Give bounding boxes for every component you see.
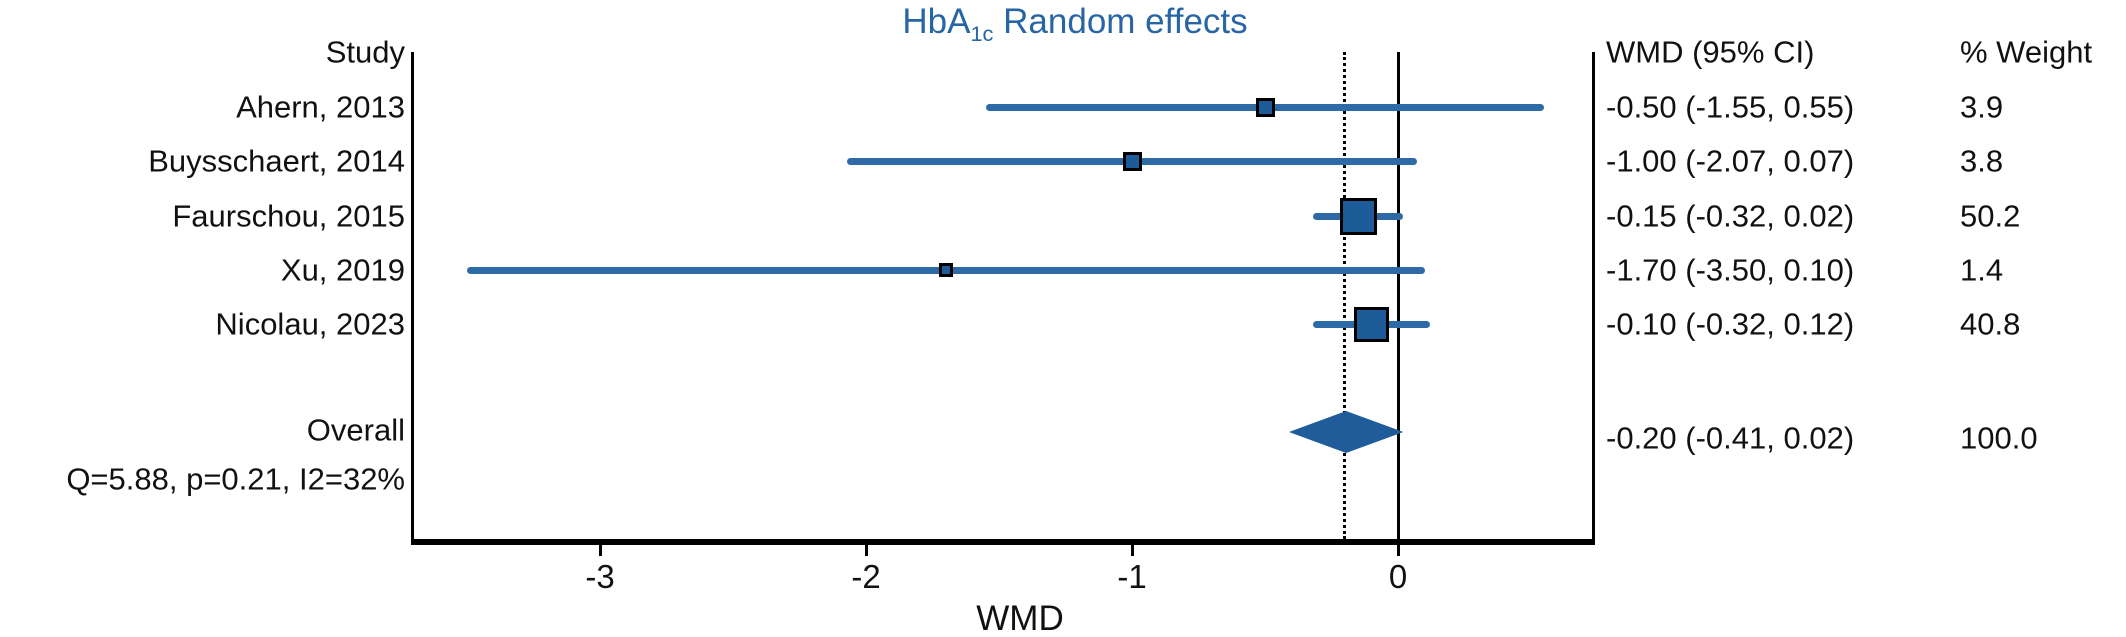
wmd-ci-column-header: WMD (95% CI)	[1606, 34, 1815, 70]
weight-column-header: % Weight	[1960, 34, 2093, 70]
study-label: Buysschaert, 2014	[148, 143, 405, 179]
x-axis-line	[411, 539, 1595, 545]
chart-title-suffix: Random effects	[1003, 2, 1248, 41]
study-wmd-ci-value: -0.10 (-0.32, 0.12)	[1606, 306, 1855, 342]
x-tick-label: -1	[1117, 558, 1147, 595]
study-weight-value: 40.8	[1960, 306, 2021, 342]
study-weight-value: 50.2	[1960, 198, 2021, 234]
study-label: Xu, 2019	[280, 252, 405, 288]
study-label: Nicolau, 2023	[215, 306, 405, 342]
study-wmd-ci-value: -1.70 (-3.50, 0.10)	[1606, 252, 1855, 288]
x-tick-label: -2	[851, 558, 881, 595]
study-label: Faurschou, 2015	[172, 198, 405, 234]
x-tick-label: -3	[585, 558, 615, 595]
x-axis-label: WMD	[976, 599, 1064, 637]
study-wmd-ci-value: -0.15 (-0.32, 0.02)	[1606, 198, 1855, 234]
study-weight-value: 3.9	[1960, 89, 2004, 125]
x-tick-mark	[864, 539, 868, 556]
heterogeneity-stats: Q=5.88, p=0.21, I2=32%	[66, 461, 405, 497]
overall-diamond	[1288, 411, 1404, 453]
chart-title-subscript: 1c	[970, 21, 994, 47]
no-effect-zero-line	[1396, 52, 1400, 539]
plot-frame-left-line	[411, 52, 414, 539]
overall-label: Overall	[306, 412, 405, 448]
overall-weight-value: 100.0	[1960, 420, 2038, 456]
x-tick-label: 0	[1388, 558, 1408, 595]
study-point-marker	[1339, 197, 1377, 235]
x-tick-mark	[1130, 539, 1134, 556]
overall-estimate-dotted-line	[1343, 52, 1347, 539]
study-wmd-ci-value: -0.50 (-1.55, 0.55)	[1606, 89, 1855, 125]
plot-frame-right-line	[1592, 52, 1595, 539]
study-wmd-ci-value: -1.00 (-2.07, 0.07)	[1606, 143, 1855, 179]
chart-title-prefix: HbA	[902, 2, 971, 41]
study-label: Ahern, 2013	[236, 89, 405, 125]
study-point-marker	[1255, 97, 1275, 117]
study-point-marker	[1122, 151, 1142, 171]
x-tick-mark	[598, 539, 602, 556]
study-weight-value: 3.8	[1960, 143, 2004, 179]
study-weight-value: 1.4	[1960, 252, 2004, 288]
overall-wmd-ci-value: -0.20 (-0.41, 0.02)	[1606, 420, 1855, 456]
study-point-marker	[938, 263, 953, 277]
study-column-header: Study	[325, 34, 405, 70]
study-point-marker	[1353, 306, 1389, 342]
x-tick-mark	[1396, 539, 1400, 556]
chart-title: HbA1c Random effects	[902, 2, 1248, 45]
